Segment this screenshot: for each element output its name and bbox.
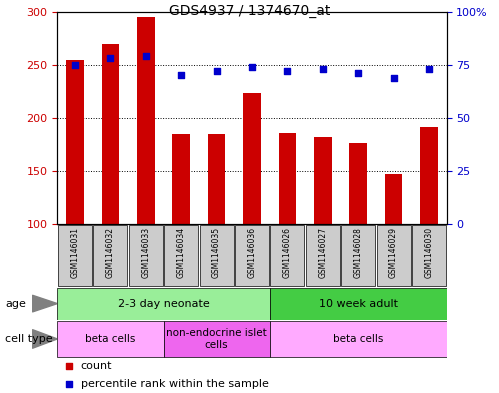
Point (283, 68, 291, 74)
Bar (208, 134, 226, 330)
Point (390, 74, 398, 81)
FancyBboxPatch shape (412, 225, 446, 286)
FancyBboxPatch shape (270, 225, 304, 286)
Bar (385, 174, 402, 330)
Text: age: age (5, 299, 26, 309)
Bar (102, 44, 119, 330)
Text: GSM1146036: GSM1146036 (248, 227, 256, 278)
FancyBboxPatch shape (269, 321, 447, 357)
Text: GSM1146035: GSM1146035 (212, 227, 221, 278)
Bar (172, 134, 190, 330)
FancyBboxPatch shape (235, 225, 269, 286)
Point (142, 53, 150, 59)
Bar (278, 133, 296, 330)
FancyBboxPatch shape (58, 225, 92, 286)
Bar (420, 127, 438, 330)
FancyBboxPatch shape (164, 321, 269, 357)
FancyBboxPatch shape (93, 225, 127, 286)
Text: percentile rank within the sample: percentile rank within the sample (81, 379, 268, 389)
FancyBboxPatch shape (269, 288, 447, 320)
Text: 2-3 day neonate: 2-3 day neonate (118, 299, 210, 309)
Bar (314, 137, 332, 330)
Text: GDS4937 / 1374670_at: GDS4937 / 1374670_at (169, 4, 330, 18)
FancyBboxPatch shape (200, 225, 234, 286)
Point (106, 55, 114, 62)
Text: GSM1146029: GSM1146029 (389, 227, 398, 278)
Point (425, 66, 433, 72)
Point (65, 381, 73, 387)
Text: GSM1146032: GSM1146032 (106, 227, 115, 278)
Text: GSM1146026: GSM1146026 (283, 227, 292, 278)
Text: GSM1146033: GSM1146033 (141, 227, 150, 278)
Bar (243, 94, 261, 330)
Text: beta cells: beta cells (85, 334, 136, 344)
Bar (137, 17, 155, 330)
Text: cell type: cell type (5, 334, 52, 344)
Point (71, 62, 79, 68)
Text: non-endocrine islet
cells: non-endocrine islet cells (166, 328, 267, 350)
Point (248, 64, 256, 70)
FancyBboxPatch shape (57, 288, 269, 320)
Point (354, 70, 362, 77)
Polygon shape (32, 330, 57, 348)
Text: beta cells: beta cells (333, 334, 383, 344)
FancyBboxPatch shape (129, 225, 163, 286)
Text: 10 week adult: 10 week adult (319, 299, 398, 309)
FancyBboxPatch shape (57, 321, 164, 357)
Text: GSM1146027: GSM1146027 (318, 227, 327, 278)
FancyBboxPatch shape (341, 225, 375, 286)
Text: GSM1146028: GSM1146028 (354, 227, 363, 278)
FancyBboxPatch shape (306, 225, 340, 286)
Polygon shape (32, 295, 57, 312)
Text: count: count (81, 362, 112, 371)
FancyBboxPatch shape (164, 225, 198, 286)
Point (65, 363, 73, 369)
Point (213, 68, 221, 74)
FancyBboxPatch shape (377, 225, 411, 286)
Text: GSM1146030: GSM1146030 (425, 227, 434, 278)
Point (177, 72, 185, 79)
Text: GSM1146031: GSM1146031 (70, 227, 79, 278)
Bar (66, 59, 84, 330)
Text: GSM1146034: GSM1146034 (177, 227, 186, 278)
Bar (349, 143, 367, 330)
Point (319, 66, 327, 72)
